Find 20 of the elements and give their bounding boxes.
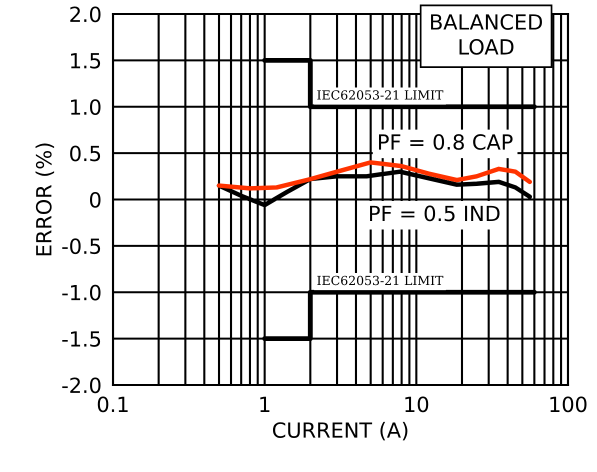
series-label: PF = 0.8 CAP [379, 134, 513, 150]
y-axis-title: ERROR (%) [36, 143, 54, 256]
y-tick-label: -1.5 [62, 331, 100, 347]
x-tick-label: 10 [405, 396, 428, 412]
x-tick-label: 1 [260, 396, 270, 412]
y-tick-label: 1.0 [71, 99, 101, 115]
y-tick-label: 1.5 [71, 53, 100, 69]
series-label: IEC62053-21 LIMIT [317, 276, 444, 286]
series-label: PF = 0.5 IND [370, 206, 500, 222]
y-tick-label: -1.0 [62, 284, 101, 300]
x-axis-title: CURRENT (A) [272, 422, 408, 440]
annotation: BALANCED LOAD [431, 14, 542, 55]
y-tick-label: 0.5 [70, 146, 100, 162]
y-tick-label: 2.0 [70, 6, 101, 22]
series-label: IEC62053-21 LIMIT [317, 90, 444, 100]
x-tick-label: 100 [550, 396, 586, 412]
y-tick-label: -0.5 [62, 238, 100, 254]
y-tick-label: -2.0 [62, 377, 101, 394]
x-tick-label: 0.1 [98, 396, 128, 412]
y-tick-label: 0 [90, 192, 101, 208]
